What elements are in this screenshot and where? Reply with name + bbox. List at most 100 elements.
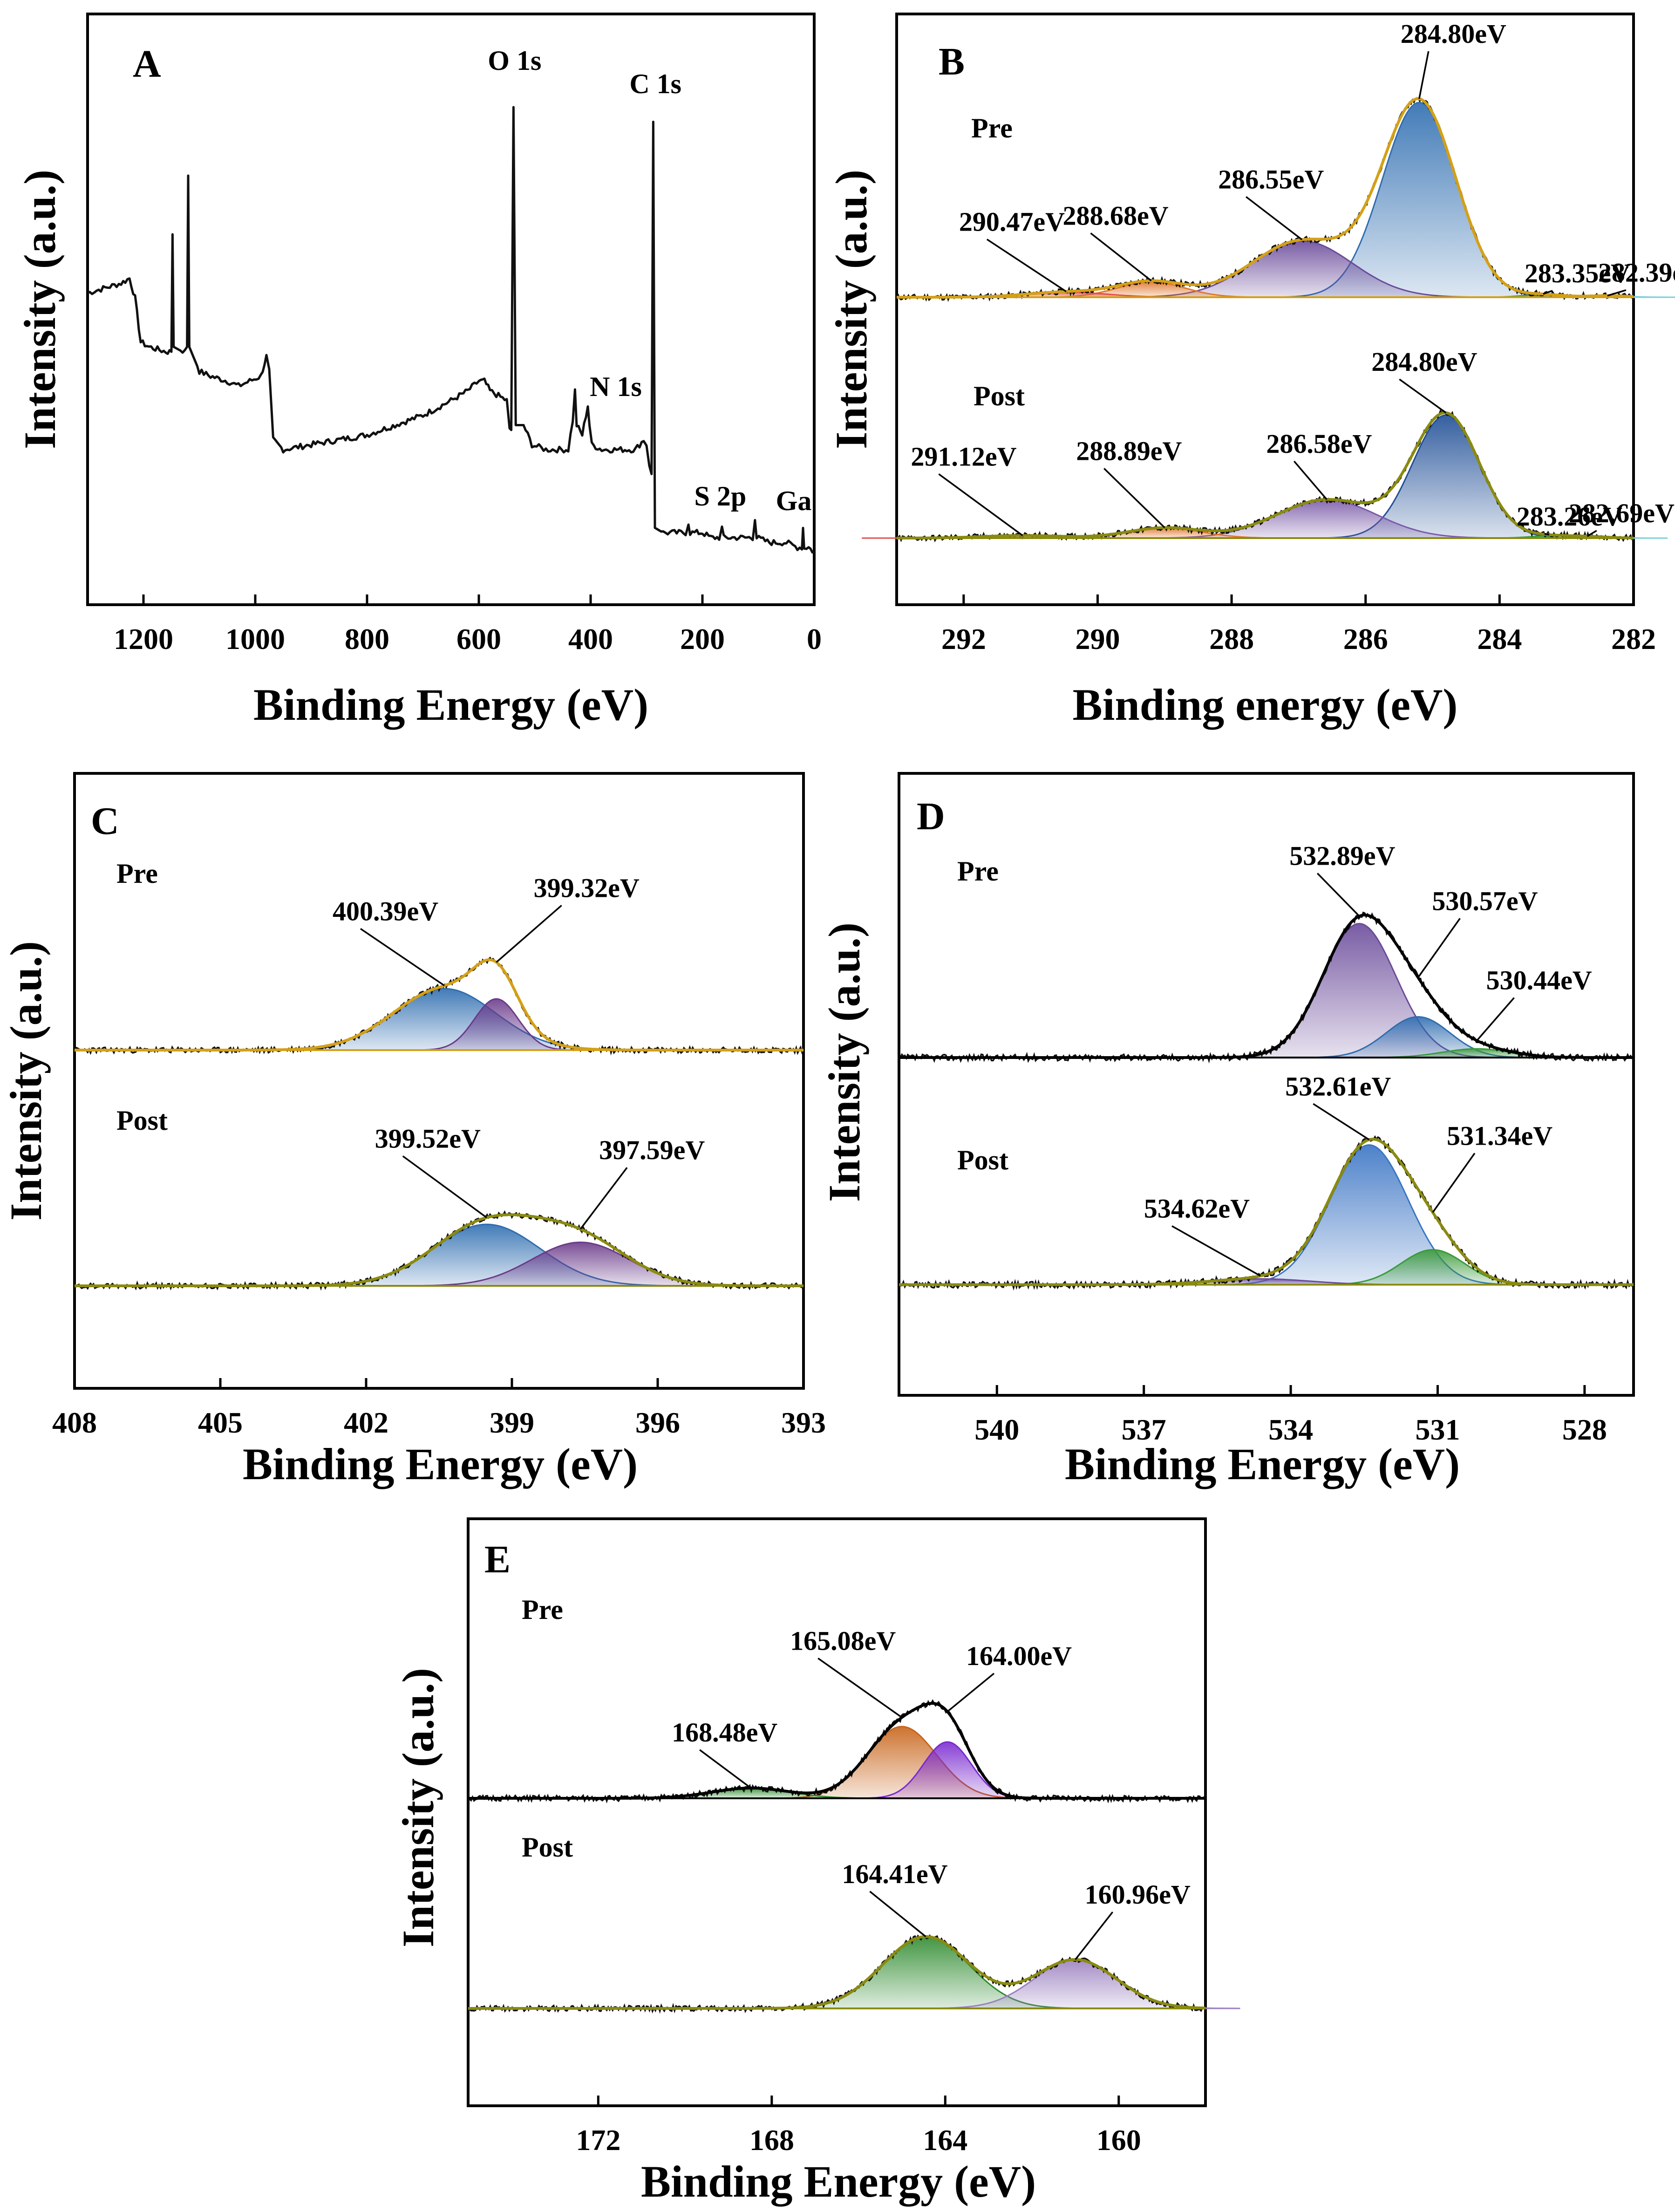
x-tick-label: 528 [1562,1413,1607,1446]
peak-annotation-n-1s: N 1s [590,371,642,402]
peak-leader-line [579,1167,628,1230]
x-tick-label: 408 [52,1406,97,1439]
panel-d-y-axis-title: Intensity (a.u.) [819,922,869,1202]
peak-annotation-s-2p: S 2p [695,481,747,512]
x-tick-label: 399 [490,1406,534,1439]
group-label-post: Post [116,1105,168,1136]
peak-leader-line [1317,873,1360,917]
peak-label: 288.89eV [1076,436,1182,466]
x-tick-label: 290 [1075,622,1120,655]
spectrum-group-post: Post 164.41eV 160.96eV [468,1832,1240,2014]
peak-leader-line [496,905,562,963]
peak-label: 399.52eV [375,1123,481,1154]
raw-spectrum-line [898,1135,1634,1291]
fit-envelope-line [897,411,1634,539]
fit-envelope-line [897,97,1634,299]
peak-leader-line [1313,1103,1370,1140]
peak-leader-line [1103,468,1165,528]
panel-e-plot: Pre 165.08eV 164.00eV 168.48eV Post 164.41eV 1… [468,1594,1240,2014]
peak-label: 286.55eV [1218,164,1324,194]
group-label-post: Post [522,1832,573,1863]
peak-label: 397.59eV [599,1135,705,1165]
panel-a-letter: A [133,42,161,86]
peak-leader-line [1543,290,1553,295]
group-label-pre: Pre [522,1594,563,1625]
fit-peak [240,988,649,1051]
panel-e-frame [467,1517,1207,2107]
panel-c-x-ticks: 408 405 402 399 396 393 [52,1378,826,1439]
spectrum-group-pre: Pre 400.39eV 399.32eV [74,858,804,1056]
peak-label: 400.39eV [333,896,438,926]
panel-e: E Pre 165.08eV 164.00eV 168.48eV Post 164.41e… [393,1517,1240,2206]
peak-leader-line [946,1673,995,1713]
peak-annotation-c-1s: C 1s [629,68,681,99]
x-tick-label: 200 [680,622,725,655]
x-tick-label: 396 [635,1406,680,1439]
x-tick-label: 1200 [114,622,173,655]
peak-label: 532.61eV [1285,1071,1391,1101]
peak-label: 160.96eV [1085,1879,1191,1910]
fit-peak [1212,1144,1527,1285]
x-tick-label: 282 [1611,622,1656,655]
panel-a-y-axis-title: Intensity (a.u.) [15,170,65,449]
peak-label: 286.58eV [1266,429,1372,459]
peak-label: 284.80eV [1401,19,1506,49]
panel-c-x-axis-title: Binding Energy (eV) [243,1439,638,1489]
survey-spectrum-line [87,106,815,554]
peak-leader-line [817,1657,903,1718]
peak-label: 530.57eV [1432,886,1538,916]
panel-e-x-ticks: 172 168 164 160 [576,2096,1141,2157]
peak-label: 283.26eV [1517,501,1622,532]
panel-c-y-axis-title: Intensity (a.u.) [1,941,51,1221]
panel-e-y-axis-title: Intensity (a.u.) [393,1668,443,1947]
peak-label: 283.35eV [1525,258,1630,288]
peak-label: 282.69eV [1569,498,1675,528]
peak-label: 288.68eV [1063,200,1169,231]
peak-label: 284.80eV [1371,347,1477,377]
panel-a: A O 1s C 1s N 1s S 2p Ga 1200 1000 800 600 400 20… [15,13,822,730]
raw-spectrum-line [468,1934,1206,2014]
panel-c: C Pre 400.39eV 399.32eV Post 399.52eV 397.59e… [1,772,826,1489]
peak-label: 530.44eV [1486,965,1592,996]
x-tick-label: 0 [807,622,822,655]
peak-label: 291.12eV [911,441,1016,471]
peak-leader-line [1544,533,1550,536]
fit-peak [409,998,584,1051]
panel-a-x-axis-title: Binding Energy (eV) [253,680,648,730]
peak-leader-line [1246,196,1303,240]
fit-envelope-line [899,1138,1634,1286]
panel-d-x-ticks: 540 537 534 531 528 [974,1385,1607,1446]
peak-label: 164.41eV [842,1859,947,1889]
peak-leader-line [360,928,445,986]
panel-c-letter: C [91,799,119,843]
x-tick-label: 160 [1096,2123,1141,2157]
x-tick-label: 393 [781,1406,826,1439]
x-tick-label: 600 [456,622,501,655]
peak-label: 282.39eV [1598,258,1675,288]
spectrum-group-pre: Pre 532.89eV 530.57eV 530.44eV [899,841,1634,1064]
panel-b-y-axis-title: Intensity (a.u.) [826,170,876,449]
peak-label: 399.32eV [534,873,640,903]
panel-c-frame [73,772,805,1390]
x-tick-label: 534 [1268,1413,1313,1446]
x-tick-label: 286 [1343,622,1388,655]
x-tick-label: 1000 [225,622,285,655]
fit-peak [762,1726,1042,1799]
panel-a-plot: O 1s C 1s N 1s S 2p Ga [87,45,815,554]
x-tick-label: 531 [1415,1413,1460,1446]
panel-e-letter: E [484,1538,511,1581]
fit-peak [1212,922,1507,1058]
panel-b-x-ticks: 292 290 288 286 284 282 [941,594,1656,655]
spectrum-group-post: Post 399.52eV 397.59eV [74,1105,804,1291]
group-label-pre: Pre [957,856,999,887]
panel-b-letter: B [939,40,965,83]
peak-leader-line [1417,918,1461,978]
group-label-pre: Pre [116,858,158,889]
peak-leader-line [1090,232,1152,281]
panel-d-x-axis-title: Binding Energy (eV) [1065,1439,1460,1489]
peak-leader-line [402,1155,487,1218]
x-tick-label: 800 [345,622,389,655]
